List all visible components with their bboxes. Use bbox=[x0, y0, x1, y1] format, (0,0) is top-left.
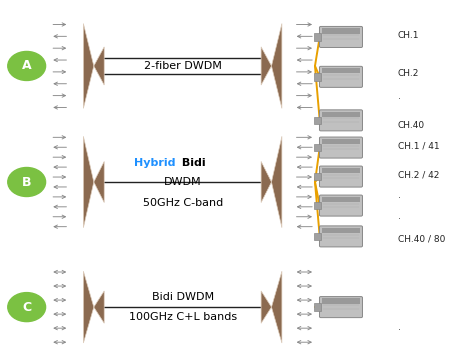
Polygon shape bbox=[83, 24, 94, 108]
Bar bbox=[314, 303, 321, 311]
FancyBboxPatch shape bbox=[319, 66, 363, 87]
FancyBboxPatch shape bbox=[319, 166, 363, 187]
Text: C: C bbox=[22, 301, 31, 314]
Bar bbox=[322, 28, 360, 33]
Bar bbox=[314, 73, 321, 80]
Circle shape bbox=[8, 293, 46, 322]
Bar bbox=[322, 112, 360, 117]
Text: .: . bbox=[398, 92, 401, 101]
Bar bbox=[322, 139, 360, 144]
Polygon shape bbox=[94, 291, 104, 323]
Text: CH.40 / 80: CH.40 / 80 bbox=[398, 235, 445, 244]
Polygon shape bbox=[272, 24, 282, 108]
Text: CH.1 / 41: CH.1 / 41 bbox=[398, 141, 439, 150]
Text: .: . bbox=[398, 323, 401, 332]
Polygon shape bbox=[261, 291, 272, 323]
Text: .: . bbox=[398, 212, 401, 221]
Bar bbox=[314, 173, 321, 180]
Text: .: . bbox=[398, 191, 401, 200]
Text: CH.2 / 42: CH.2 / 42 bbox=[398, 170, 439, 179]
FancyBboxPatch shape bbox=[319, 195, 363, 216]
Circle shape bbox=[8, 51, 46, 80]
Text: B: B bbox=[22, 175, 31, 189]
Bar bbox=[322, 298, 360, 304]
Text: 100GHz C+L bands: 100GHz C+L bands bbox=[128, 312, 237, 322]
Text: 2-fiber DWDM: 2-fiber DWDM bbox=[144, 61, 221, 71]
Polygon shape bbox=[94, 47, 104, 85]
FancyBboxPatch shape bbox=[319, 137, 363, 158]
FancyBboxPatch shape bbox=[319, 110, 363, 131]
Polygon shape bbox=[94, 162, 104, 202]
Polygon shape bbox=[272, 271, 282, 343]
Text: CH.2: CH.2 bbox=[398, 69, 419, 78]
Circle shape bbox=[8, 167, 46, 197]
FancyBboxPatch shape bbox=[319, 27, 363, 47]
Text: Bidi: Bidi bbox=[178, 158, 206, 168]
Bar bbox=[314, 33, 321, 41]
Bar bbox=[322, 197, 360, 202]
Bar bbox=[314, 144, 321, 151]
Bar bbox=[322, 68, 360, 74]
Text: CH.40: CH.40 bbox=[398, 121, 425, 130]
Text: DWDM: DWDM bbox=[164, 177, 201, 187]
Bar bbox=[322, 168, 360, 173]
Bar bbox=[314, 116, 321, 124]
Bar bbox=[322, 228, 360, 233]
Text: Bidi DWDM: Bidi DWDM bbox=[152, 292, 214, 302]
Text: Hybrid: Hybrid bbox=[134, 158, 175, 168]
Polygon shape bbox=[83, 136, 94, 228]
Polygon shape bbox=[83, 271, 94, 343]
Bar bbox=[314, 233, 321, 240]
Text: 50GHz C-band: 50GHz C-band bbox=[143, 198, 223, 207]
Text: CH.1: CH.1 bbox=[398, 31, 419, 40]
Bar bbox=[314, 202, 321, 209]
Polygon shape bbox=[261, 47, 272, 85]
Polygon shape bbox=[261, 162, 272, 202]
FancyBboxPatch shape bbox=[319, 226, 363, 247]
Polygon shape bbox=[272, 136, 282, 228]
Text: A: A bbox=[22, 59, 31, 72]
FancyBboxPatch shape bbox=[319, 297, 363, 318]
